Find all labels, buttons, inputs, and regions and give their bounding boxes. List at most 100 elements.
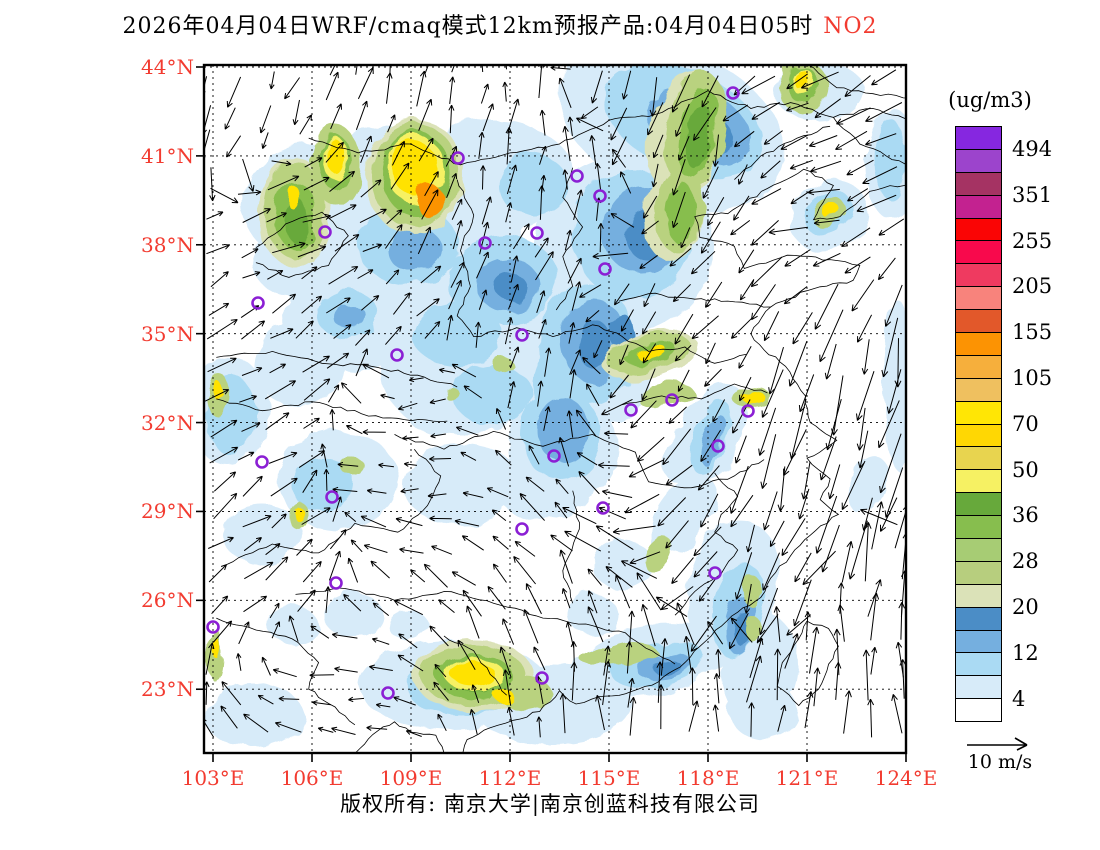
wind-arrow	[587, 590, 598, 614]
wind-arrow	[758, 407, 777, 456]
colorbar-cell	[955, 126, 1002, 150]
wind-arrow	[810, 160, 842, 173]
wind-arrow	[333, 324, 352, 339]
wind-arrow	[597, 462, 630, 469]
wind-arrow	[798, 488, 810, 520]
concentration-blob	[453, 365, 533, 425]
wind-arrow	[561, 588, 571, 609]
city-marker	[593, 189, 607, 203]
wind-arrow	[360, 515, 387, 528]
wind-arrow	[512, 223, 530, 250]
wind-arrow	[539, 145, 547, 165]
wind-arrow	[746, 524, 755, 553]
city-marker	[598, 262, 612, 276]
wind-arrow	[210, 419, 238, 438]
colorbar-label: 28	[1012, 549, 1039, 574]
boundary-line	[456, 179, 747, 364]
wind-arrow	[729, 612, 749, 650]
wind-arrow	[297, 589, 316, 612]
wind-arrow	[534, 237, 549, 258]
wind-arrow	[272, 241, 306, 254]
concentration-blob	[493, 357, 513, 373]
wind-arrow	[265, 556, 289, 581]
wind-arrow	[741, 75, 776, 95]
colorbar-label: 205	[1012, 274, 1053, 299]
wind-arrow	[494, 449, 512, 466]
wind-arrow	[400, 488, 419, 494]
wind-arrow	[434, 663, 447, 678]
wind-arrow	[226, 76, 242, 108]
wind-arrow	[701, 75, 719, 108]
wind-arrow	[350, 539, 363, 553]
wind-arrow	[567, 257, 582, 284]
concentration-blob	[204, 683, 303, 747]
wind-arrow	[211, 595, 229, 615]
wind-arrow	[669, 247, 692, 267]
wind-arrow	[587, 606, 604, 643]
boundary-line	[562, 490, 580, 604]
wind-arrow	[564, 229, 572, 251]
colorbar-cell	[955, 538, 1002, 562]
colorbar-cell	[955, 332, 1002, 356]
wind-arrow	[815, 495, 838, 554]
wind-arrow	[528, 445, 540, 465]
city-marker	[711, 439, 725, 453]
colorbar-cell	[955, 560, 1002, 585]
wind-arrow	[585, 310, 600, 323]
wind-arrow	[347, 557, 359, 583]
city-marker	[325, 490, 339, 504]
wind-arrow	[808, 135, 838, 148]
wind-arrow	[739, 279, 755, 301]
wind-arrow	[334, 234, 360, 252]
wind-arrow	[366, 725, 388, 731]
wind-arrow	[841, 540, 854, 583]
wind-arrow	[865, 133, 897, 146]
wind-arrow	[891, 693, 903, 734]
wind-arrow	[409, 376, 424, 383]
wind-arrow	[730, 317, 753, 339]
wind-arrow	[267, 175, 300, 191]
wind-arrow	[337, 461, 359, 468]
wind-arrow	[598, 506, 626, 520]
concentration-blob	[875, 120, 906, 200]
boundary-line	[618, 292, 771, 308]
wind-arrow	[478, 289, 488, 310]
wind-arrow	[676, 602, 695, 646]
wind-arrow	[482, 103, 494, 132]
wind-arrow	[746, 655, 763, 703]
wind-arrow	[429, 456, 452, 462]
wind-arrow	[446, 172, 458, 198]
x-axis-label: 124°E	[874, 766, 938, 790]
axis-ticks	[196, 66, 907, 762]
wind-arrow	[331, 726, 356, 735]
wind-arrow	[656, 661, 664, 703]
boundary-line	[308, 90, 906, 166]
wind-arrow	[331, 632, 358, 639]
wind-arrow	[525, 476, 545, 492]
wind-arrow	[688, 700, 699, 732]
wind-arrow	[538, 318, 547, 339]
x-axis-label: 109°E	[379, 766, 443, 790]
colorbar-label: 105	[1012, 365, 1053, 390]
wind-arrow	[361, 295, 380, 311]
wind-arrow	[397, 654, 424, 672]
colorbar-cell	[955, 515, 1002, 540]
wind-arrow	[486, 487, 509, 498]
wind-arrow	[312, 700, 331, 706]
wind-arrow	[433, 681, 449, 701]
wind-arrow	[627, 677, 635, 708]
wind-arrow	[269, 363, 287, 374]
concentration-blob	[728, 682, 798, 738]
wind-arrow	[824, 343, 837, 380]
wind-arrow	[421, 189, 439, 220]
city-marker	[596, 501, 610, 515]
concentration-blob	[848, 456, 888, 514]
concentration-blob	[334, 304, 366, 330]
wind-arrow	[480, 165, 486, 190]
wind-arrow	[675, 103, 690, 137]
wind-arrow	[461, 535, 484, 551]
wind-arrow	[355, 329, 371, 346]
wind-arrow	[576, 117, 604, 132]
wind-arrow	[604, 430, 629, 437]
wind-arrow	[800, 71, 839, 89]
